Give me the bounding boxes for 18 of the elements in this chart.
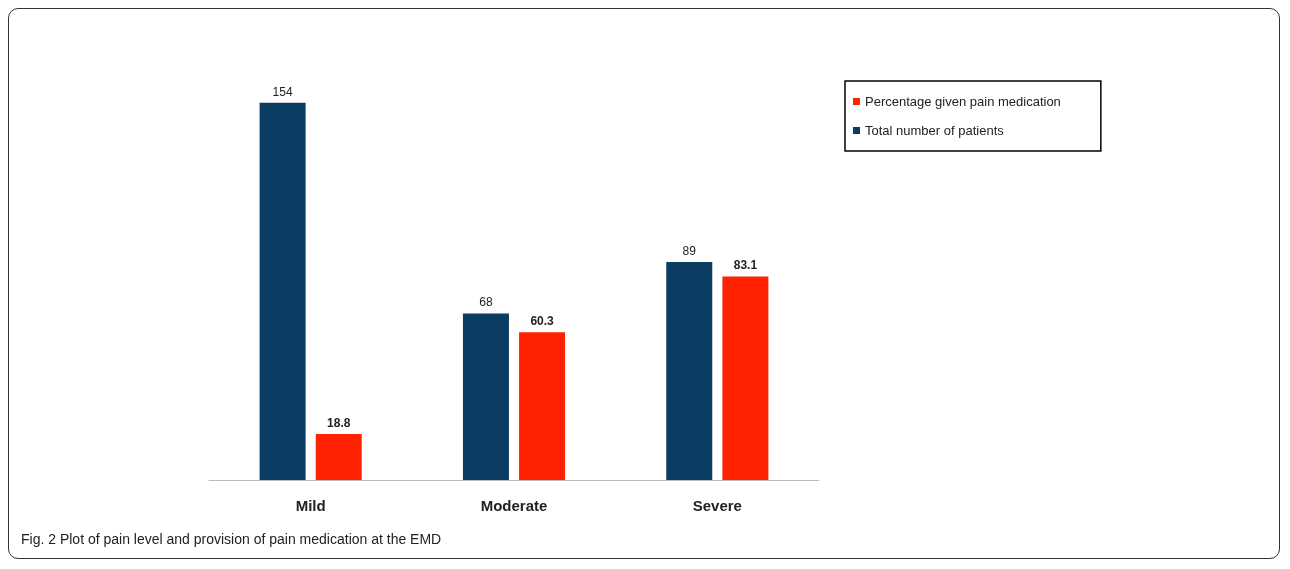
data-label: 18.8 <box>327 415 351 430</box>
legend-label: Total number of patients <box>865 123 1005 138</box>
caption: Fig. 2 Plot of pain level and provision of pain medication at the EMD <box>21 531 442 547</box>
data-label: 60.3 <box>530 314 555 329</box>
x-tick-label: Mild <box>295 497 326 514</box>
bar <box>315 433 362 480</box>
x-tick-label: Moderate <box>480 497 548 514</box>
data-label: 154 <box>272 84 293 99</box>
bar <box>462 313 509 480</box>
data-label: 68 <box>479 295 493 310</box>
legend-label: Percentage given pain medication <box>865 94 1061 109</box>
bar <box>519 332 566 480</box>
bar <box>722 276 769 480</box>
bar <box>666 261 713 480</box>
data-label: 83.1 <box>733 258 758 273</box>
data-label: 89 <box>682 243 697 258</box>
bar <box>259 102 306 480</box>
x-tick-label: Severe <box>692 497 742 514</box>
